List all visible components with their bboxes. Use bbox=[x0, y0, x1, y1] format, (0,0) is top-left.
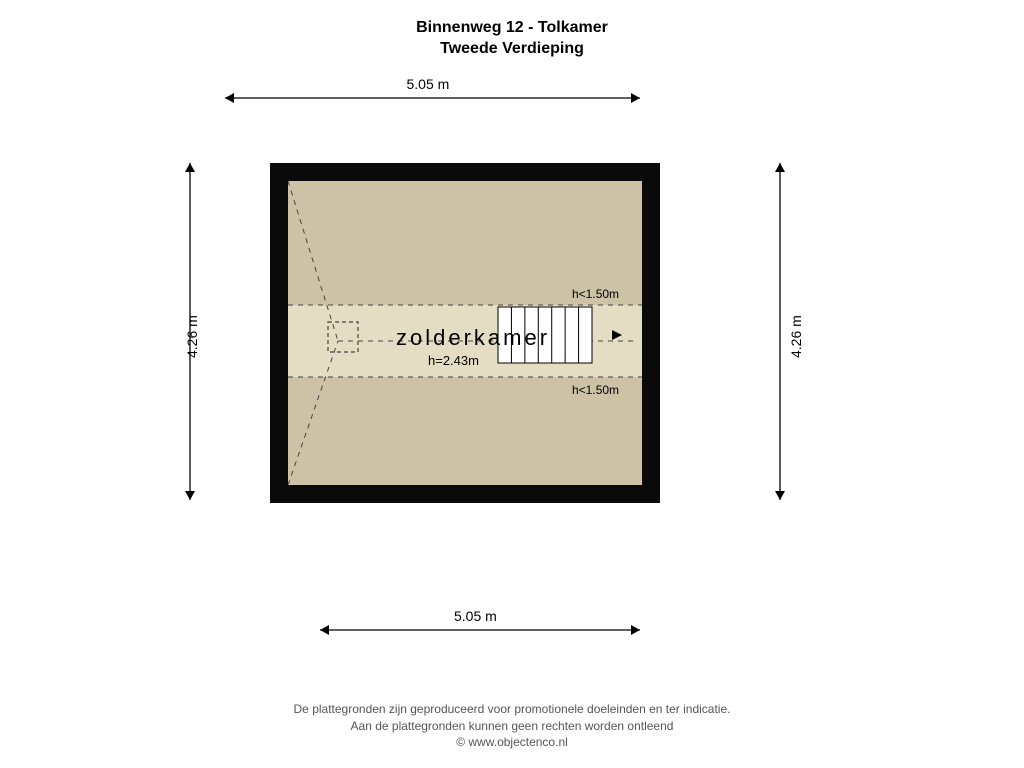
dimension-width-top: 5.05 m bbox=[407, 76, 450, 92]
headroom-label-bottom: h<1.50m bbox=[572, 383, 619, 397]
room-name-label: zolderkamer bbox=[396, 325, 550, 351]
dimension-height-left: 4.26 m bbox=[184, 315, 200, 358]
footer-line1: De plattegronden zijn geproduceerd voor … bbox=[0, 701, 1024, 717]
room-height-label: h=2.43m bbox=[428, 353, 479, 368]
headroom-label-top: h<1.50m bbox=[572, 287, 619, 301]
floorplan-svg bbox=[0, 0, 1024, 768]
dimension-width-bottom: 5.05 m bbox=[454, 608, 497, 624]
floorplan-container: Binnenweg 12 - Tolkamer Tweede Verdiepin… bbox=[0, 0, 1024, 768]
footer-copyright: © www.objectenco.nl bbox=[0, 734, 1024, 750]
footer-line2: Aan de plattegronden kunnen geen rechten… bbox=[0, 718, 1024, 734]
footer-block: De plattegronden zijn geproduceerd voor … bbox=[0, 701, 1024, 750]
dimension-height-right: 4.26 m bbox=[788, 315, 804, 358]
